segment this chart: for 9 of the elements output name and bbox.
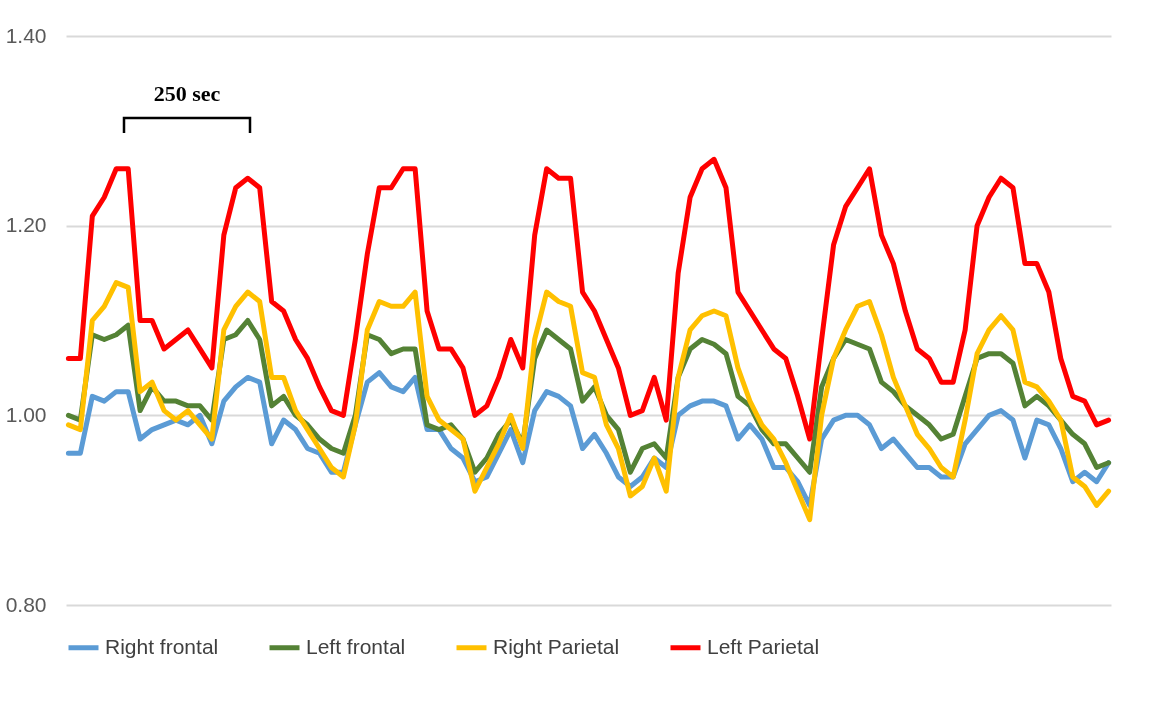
legend-label: Left Parietal bbox=[707, 634, 820, 658]
y-tick-label: 1.00 bbox=[5, 402, 47, 426]
y-tick-label: 1.40 bbox=[5, 23, 47, 47]
legend-label: Right frontal bbox=[105, 634, 219, 658]
y-tick-label: 0.80 bbox=[5, 592, 47, 616]
y-tick-label: 1.20 bbox=[5, 213, 47, 237]
legend-label: Left frontal bbox=[306, 634, 406, 658]
legend-label: Right Parietal bbox=[493, 634, 620, 658]
annotation: 250 sec bbox=[153, 81, 221, 106]
